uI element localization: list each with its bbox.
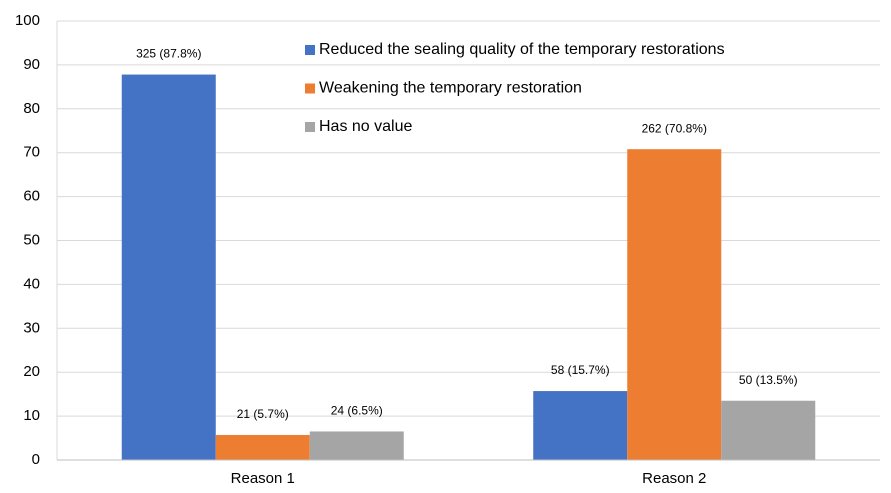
y-tick-label: 80: [23, 100, 40, 117]
legend-label: Reduced the sealing quality of the tempo…: [319, 41, 725, 58]
legend-swatch: [305, 45, 315, 55]
bar: [533, 391, 628, 460]
legend-label: Has no value: [319, 118, 412, 135]
legend-swatch: [305, 122, 315, 132]
legend-swatch: [305, 83, 315, 94]
y-tick-label: 0: [32, 451, 40, 468]
y-tick-label: 90: [23, 56, 40, 73]
legend-label: Weakening the temporary restoration: [319, 80, 582, 97]
value-label: 58 (15.7%): [551, 363, 610, 377]
value-label: 24 (6.5%): [331, 404, 383, 418]
bar: [309, 431, 404, 460]
y-tick-label: 100: [15, 12, 40, 29]
y-tick-label: 70: [23, 144, 40, 161]
y-tick-label: 50: [23, 231, 40, 248]
bar: [215, 434, 310, 460]
value-label: 21 (5.7%): [237, 407, 289, 421]
bar: [721, 400, 816, 460]
x-tick-label: Reason 1: [231, 470, 295, 487]
y-tick-label: 20: [23, 363, 40, 380]
value-label: 262 (70.8%): [642, 121, 707, 135]
y-tick-label: 30: [23, 319, 40, 336]
value-label: 325 (87.8%): [136, 47, 201, 61]
bar: [627, 149, 722, 461]
y-tick-label: 10: [23, 407, 40, 424]
value-label: 50 (13.5%): [739, 373, 798, 387]
bar: [121, 74, 216, 461]
y-tick-label: 40: [23, 275, 40, 292]
y-tick-label: 60: [23, 188, 40, 205]
x-tick-label: Reason 2: [642, 470, 706, 487]
